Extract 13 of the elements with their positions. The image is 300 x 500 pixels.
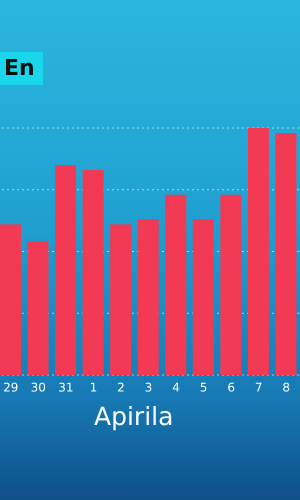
chart-title: En (0, 52, 43, 85)
x-tick-label: 29 (3, 380, 18, 395)
x-tick-label: 4 (172, 380, 180, 395)
x-tick-label: 6 (227, 380, 235, 395)
x-tick-label: 1 (90, 380, 98, 395)
x-tick-label: 5 (200, 380, 208, 395)
x-tick-label: 31 (58, 380, 74, 395)
x-tick-label: 8 (282, 380, 290, 395)
x-tick-label: 7 (254, 380, 262, 395)
x-tick-label: 30 (30, 380, 46, 395)
x-tick-label: 2 (117, 380, 125, 395)
x-axis-title: Apirila (94, 402, 174, 431)
x-tick-label: 3 (144, 380, 152, 395)
